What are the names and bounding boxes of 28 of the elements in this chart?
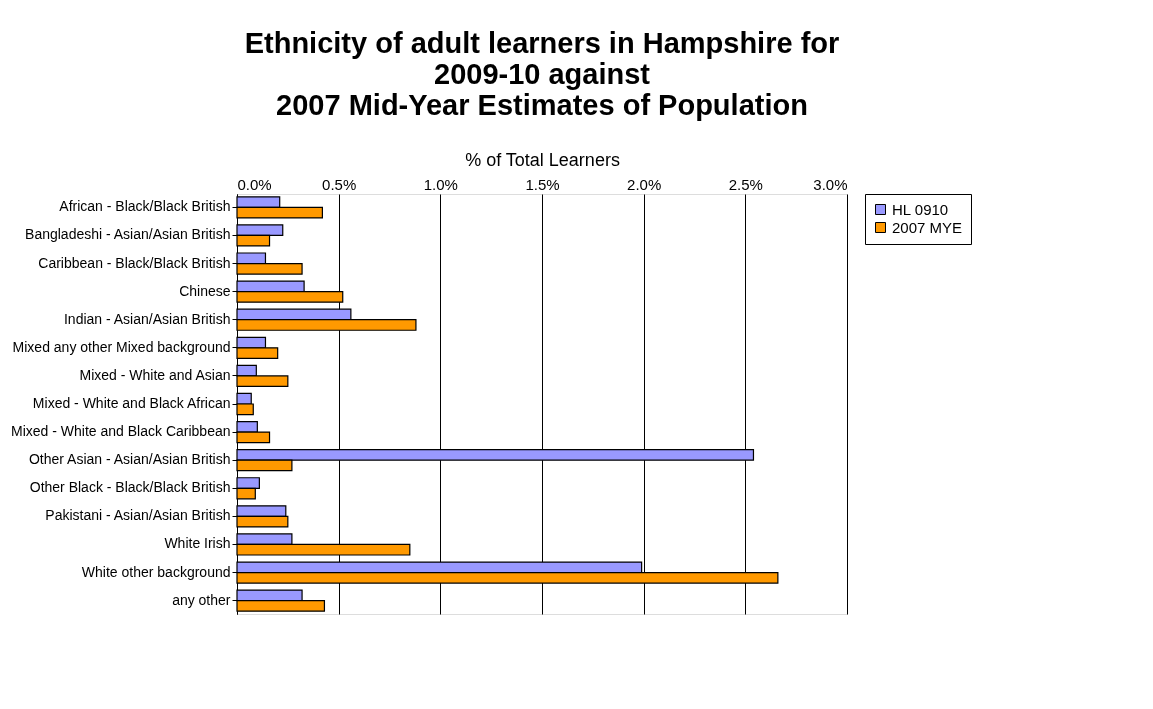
legend-label: 2007 MYE bbox=[892, 218, 963, 236]
y-tick-label: Chinese bbox=[179, 282, 231, 299]
x-tick-label: 0.5% bbox=[322, 175, 357, 193]
x-tick-label: 3.0% bbox=[813, 175, 848, 193]
y-tick-label: Caribbean - Black/Black British bbox=[38, 254, 231, 271]
text: 2007 Mid-Year Estimates of Population bbox=[276, 89, 808, 121]
y-tick-label: any other bbox=[172, 591, 231, 608]
y-tick-label: White other background bbox=[81, 563, 231, 580]
y-tick-label: Bangladeshi - Asian/Asian British bbox=[25, 226, 231, 243]
y-tick-label: White Irish bbox=[164, 535, 231, 552]
x-axis-title: % of Total Learners bbox=[465, 149, 620, 170]
text: 2009-10 against bbox=[433, 58, 651, 90]
x-tick-label: 0.0% bbox=[237, 175, 272, 193]
y-tick-label: Other Black - Black/Black British bbox=[29, 479, 231, 496]
x-tick-label: 1.0% bbox=[423, 175, 458, 193]
y-tick-label: Mixed any other Mixed background bbox=[12, 338, 231, 355]
x-tick-label: 2.5% bbox=[728, 175, 763, 193]
y-tick-label: African - Black/Black British bbox=[59, 198, 231, 215]
legend-label: HL 0910 bbox=[892, 200, 949, 218]
y-tick-label: Mixed - White and Black African bbox=[32, 395, 231, 411]
y-tick-label: Mixed - White and Black Caribbean bbox=[11, 423, 231, 440]
y-tick-label: Other Asian - Asian/Asian British bbox=[28, 451, 231, 468]
y-tick-label: Pakistani - Asian/Asian British bbox=[45, 507, 231, 524]
x-tick-label: 1.5% bbox=[525, 175, 560, 193]
text: Ethnicity of adult learners in Hampshire for bbox=[244, 27, 840, 59]
y-tick-label: Indian - Asian/Asian British bbox=[63, 310, 231, 327]
y-tick-label: Mixed - White and Asian bbox=[79, 366, 231, 383]
x-tick-label: 2.0% bbox=[627, 175, 662, 193]
